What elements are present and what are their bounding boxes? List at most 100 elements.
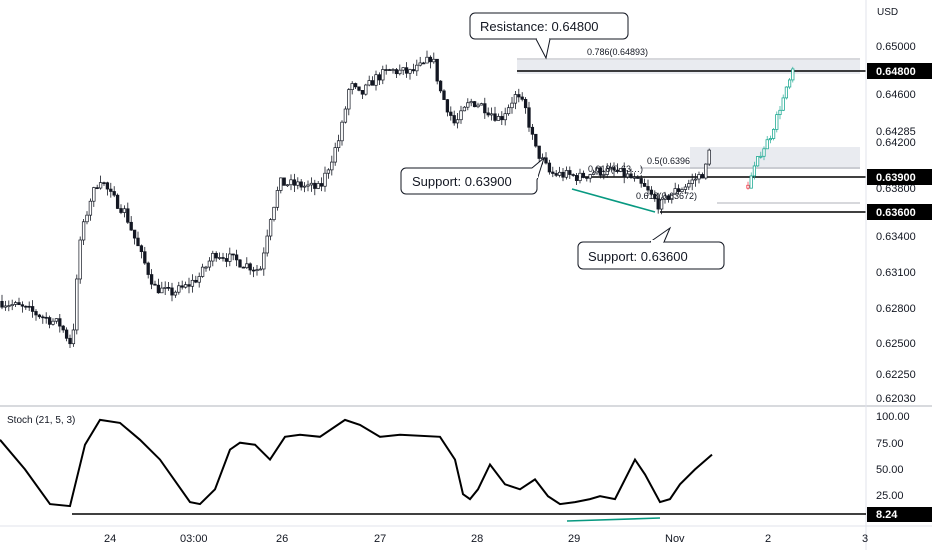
candle-body-down [282, 177, 286, 186]
candle-body-up [268, 219, 273, 237]
candle [68, 334, 72, 348]
candle-body-down [585, 177, 589, 179]
candle [506, 104, 511, 116]
candle [115, 193, 120, 210]
candle [54, 318, 59, 324]
candle-body-down [636, 176, 640, 179]
candle [275, 186, 280, 211]
candle-body-up [462, 106, 467, 112]
candle-body-down [139, 245, 144, 253]
candle [496, 113, 501, 121]
candle-body-up [663, 195, 667, 200]
candle-body-up [316, 183, 320, 189]
candle-body-down [102, 182, 106, 184]
stoch-divergence-line [566, 517, 661, 522]
candle-body-up [557, 171, 562, 176]
candle-body-down [387, 69, 392, 71]
candle-body-down [676, 188, 681, 192]
candle-body-up [98, 182, 103, 189]
candle-body-down [27, 305, 31, 308]
price-axis[interactable]: 0.65000 0.64600 0.64200 0.63800 0.63400 … [876, 41, 916, 405]
candle-body-up [418, 62, 422, 66]
candle-body-up [408, 69, 412, 74]
candle [537, 145, 541, 163]
time-tick: 29 [568, 533, 580, 545]
resistance-callout[interactable]: Resistance: 0.64800 [469, 12, 629, 60]
candle-body-up [78, 239, 82, 280]
candle-body-up [506, 107, 511, 115]
candle [476, 102, 480, 109]
candle-body-down [224, 258, 229, 262]
candle-body-up [258, 268, 263, 271]
candle-body-up [415, 64, 419, 72]
support-upper-callout[interactable]: Support: 0.63900 [400, 156, 545, 195]
candle [146, 261, 150, 279]
candle-body-up [670, 193, 674, 200]
candle-body-down [214, 252, 218, 259]
candle [7, 300, 11, 312]
candle-body-up [279, 177, 283, 191]
candle-body-down [357, 86, 361, 91]
candle-body-up [285, 184, 290, 187]
candle [289, 174, 293, 191]
candle-body-down [129, 221, 133, 231]
candle [119, 204, 123, 215]
candle-body-up [207, 260, 212, 268]
time-axis[interactable]: 24 03:00 26 27 28 29 Nov 2 3 [104, 533, 868, 545]
candle [408, 68, 412, 80]
candle [374, 70, 378, 91]
candle [258, 266, 263, 271]
candle-body-up [228, 253, 232, 262]
support-upper-price-tag: 0.63900 [867, 169, 932, 185]
candle-body-up [309, 182, 314, 186]
candle-body-up [513, 94, 518, 104]
candle [78, 236, 82, 284]
candle-body-up [510, 102, 514, 109]
candle-body-up [51, 320, 55, 325]
oscillator-axis[interactable]: 100.00 75.00 50.00 25.00 [876, 411, 910, 502]
candle-body-up [489, 113, 494, 116]
candle-body-down [551, 171, 555, 174]
time-tick: 24 [104, 533, 116, 545]
candle [462, 106, 467, 112]
candle [149, 269, 154, 290]
candle-body-down [299, 181, 303, 188]
stochastic-line [0, 418, 713, 508]
candle-body-down [319, 183, 324, 187]
candle-body-up [323, 172, 327, 187]
candle-body-up [265, 235, 269, 254]
candle-body-down [109, 188, 113, 192]
candle-body-up [92, 187, 96, 202]
candle-body-down [571, 174, 575, 176]
candle [323, 166, 327, 192]
candle-body-down [500, 116, 504, 121]
candle-body-up [381, 69, 385, 81]
candle [234, 249, 239, 267]
candle-body-down [384, 69, 388, 71]
candle [591, 169, 596, 176]
candle [452, 110, 456, 126]
candle-body-down [231, 253, 235, 256]
candle [37, 313, 42, 319]
projection-candles [746, 66, 795, 190]
candle-body-up [302, 185, 307, 188]
time-tick: 26 [276, 533, 288, 545]
candle [24, 305, 28, 310]
candle-body-down [126, 208, 130, 223]
support-lower-callout[interactable]: Support: 0.63600 [577, 226, 725, 270]
candle-body-up [340, 121, 344, 142]
candle [153, 280, 157, 286]
candle-body-up [605, 168, 609, 175]
projection-body [746, 184, 750, 189]
candle-body-down [156, 284, 161, 294]
projection-candle [759, 151, 763, 159]
resistance-zone [517, 60, 860, 74]
candle-body-up [595, 167, 599, 174]
candle-body-down [523, 99, 528, 109]
candle-body-down [554, 173, 558, 176]
candle [330, 155, 334, 176]
candle [653, 190, 657, 202]
candle [394, 67, 399, 79]
candle [622, 162, 626, 184]
